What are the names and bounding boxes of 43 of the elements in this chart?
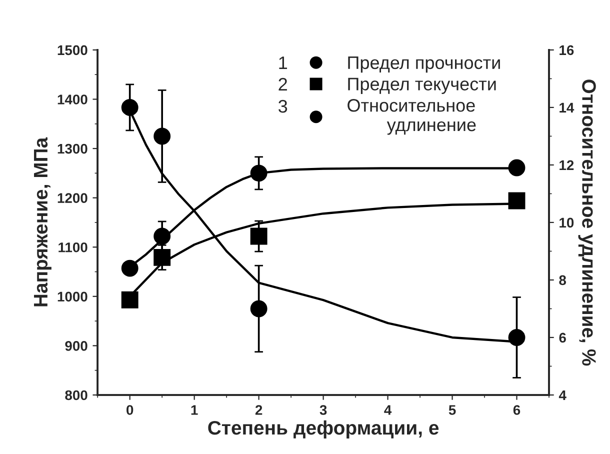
point [508,192,526,210]
y-tick-label: 900 [65,341,88,351]
x-tick-label: 5 [448,405,456,415]
y2-tick-label: 16 [560,45,574,56]
legend-label: Относительное удлинение [348,99,476,135]
point [250,300,268,318]
y-tick-label: 1000 [58,292,88,302]
point [121,291,138,308]
x-tick-label: 4 [384,405,392,415]
x-tick-label: 6 [513,405,520,415]
x-tick-label: 1 [191,405,198,415]
y2-tick-label: 4 [558,390,566,400]
point [250,164,268,182]
annotation: 3 [278,100,288,113]
y2-tick-label: 6 [559,332,566,343]
point [154,128,171,145]
y-tick-label: 1400 [58,94,88,104]
y-tick-label: 1300 [58,144,88,154]
x-tick-label: 3 [320,405,327,415]
annotation: 1 [279,56,287,70]
y2-tick-label: 14 [560,102,574,112]
y-axis-title: Напряжение, МПа [34,137,52,306]
y2-axis-title: Относительное удлинение, % [578,80,596,366]
x-tick-label: 0 [126,405,134,415]
legend-label: Предел текучести [348,78,496,94]
x-tick-label: 2 [255,405,262,415]
point [154,248,171,266]
y-tick-label: 1200 [58,193,88,203]
point [154,228,171,245]
y-tick-label: 1500 [58,45,88,56]
point [508,329,526,346]
y2-tick-label: 10 [560,218,574,228]
y-tick-label: 800 [65,390,88,400]
point [508,159,526,176]
legend-label: Предел прочности [348,56,500,73]
annotation: 2 [278,78,287,91]
x-axis-title: Степень деформации, е [208,420,439,439]
y2-tick-label: 8 [559,275,566,286]
point [250,228,268,245]
point [121,260,138,277]
point [121,98,138,116]
y2-tick-label: 12 [560,160,574,170]
y-tick-label: 1100 [58,242,88,252]
